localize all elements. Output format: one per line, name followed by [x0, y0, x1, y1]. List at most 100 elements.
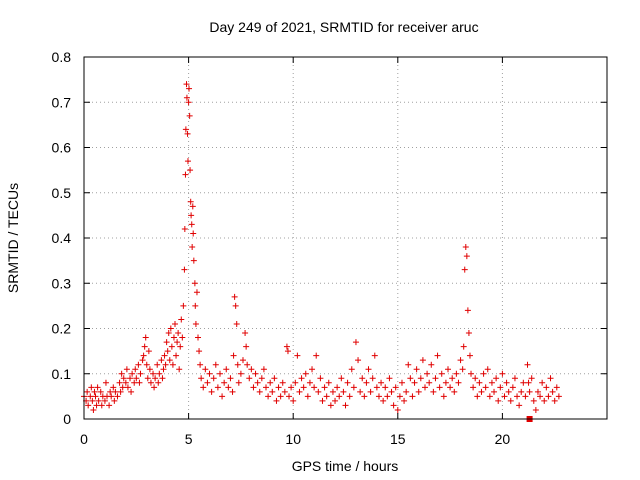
data-point: [530, 397, 537, 404]
data-point: [162, 361, 169, 368]
data-point: [161, 352, 168, 359]
data-point: [386, 375, 393, 382]
data-point: [232, 302, 239, 309]
data-point: [436, 384, 443, 391]
data-point: [524, 361, 531, 368]
data-point: [190, 230, 197, 237]
data-point: [136, 379, 143, 386]
data-point: [192, 320, 199, 327]
data-point: [453, 370, 460, 377]
data-point: [532, 406, 539, 413]
data-point: [229, 388, 236, 395]
data-point: [159, 375, 166, 382]
data-point: [340, 388, 347, 395]
data-point: [409, 393, 416, 400]
data-point: [179, 334, 186, 341]
data-point: [223, 366, 230, 373]
data-point: [511, 375, 518, 382]
data-point: [551, 397, 558, 404]
data-point: [407, 375, 414, 382]
data-point: [304, 393, 311, 400]
data-point: [139, 357, 146, 364]
data-point: [137, 370, 144, 377]
data-point: [284, 348, 291, 355]
data-point: [313, 352, 320, 359]
data-point: [323, 393, 330, 400]
data-point: [242, 330, 249, 337]
data-point: [206, 370, 213, 377]
data-point: [93, 402, 100, 409]
data-point: [457, 357, 464, 364]
data-point: [371, 352, 378, 359]
data-point: [155, 379, 162, 386]
data-point: [486, 393, 493, 400]
data-point: [129, 370, 136, 377]
data-point: [142, 334, 149, 341]
data-point: [388, 388, 395, 395]
data-point: [472, 375, 479, 382]
data-point: [309, 366, 316, 373]
data-point: [271, 375, 278, 382]
data-point: [476, 379, 483, 386]
data-point: [461, 266, 468, 273]
data-point: [537, 393, 544, 400]
data-point: [417, 375, 424, 382]
data-point: [378, 379, 385, 386]
y-axis-label: SRMTID / TECUs: [5, 183, 21, 293]
data-point: [430, 388, 437, 395]
data-point: [493, 375, 500, 382]
data-point: [363, 379, 370, 386]
data-point: [221, 379, 228, 386]
data-point: [230, 352, 237, 359]
data-point: [117, 388, 124, 395]
data-points: [81, 81, 562, 422]
data-point: [108, 393, 115, 400]
data-point: [491, 388, 498, 395]
data-point: [167, 325, 174, 332]
data-point: [283, 343, 290, 350]
data-point: [144, 375, 151, 382]
data-point: [212, 361, 219, 368]
data-point: [288, 384, 295, 391]
data-point: [525, 379, 532, 386]
data-point: [350, 384, 357, 391]
data-point: [143, 361, 150, 368]
data-point: [101, 397, 108, 404]
data-point: [235, 379, 242, 386]
y-tick-label: 0: [63, 411, 71, 427]
data-point: [555, 393, 562, 400]
data-point: [184, 130, 191, 137]
data-point: [152, 375, 159, 382]
y-tick-label: 0.5: [52, 185, 72, 201]
data-point: [131, 379, 138, 386]
data-point: [112, 388, 119, 395]
data-point: [193, 289, 200, 296]
data-point: [88, 384, 95, 391]
data-point: [315, 388, 322, 395]
y-tick-label: 0.7: [52, 94, 72, 110]
data-point: [132, 366, 139, 373]
data-point: [296, 388, 303, 395]
data-point: [147, 379, 154, 386]
data-point: [158, 357, 165, 364]
data-point: [124, 384, 131, 391]
data-point: [334, 384, 341, 391]
data-point: [346, 393, 353, 400]
data-point: [248, 366, 255, 373]
data-point: [528, 375, 535, 382]
data-point: [151, 384, 158, 391]
data-point: [495, 397, 502, 404]
data-point: [189, 244, 196, 251]
data-point: [401, 397, 408, 404]
data-point: [265, 393, 272, 400]
data-point: [344, 379, 351, 386]
data-point: [182, 171, 189, 178]
y-tick-label: 0.4: [52, 230, 72, 246]
data-point: [434, 352, 441, 359]
data-point: [260, 366, 267, 373]
data-point: [451, 388, 458, 395]
y-tick-label: 0.8: [52, 49, 72, 65]
grid: [84, 57, 607, 419]
data-point: [419, 357, 426, 364]
data-point: [227, 375, 234, 382]
